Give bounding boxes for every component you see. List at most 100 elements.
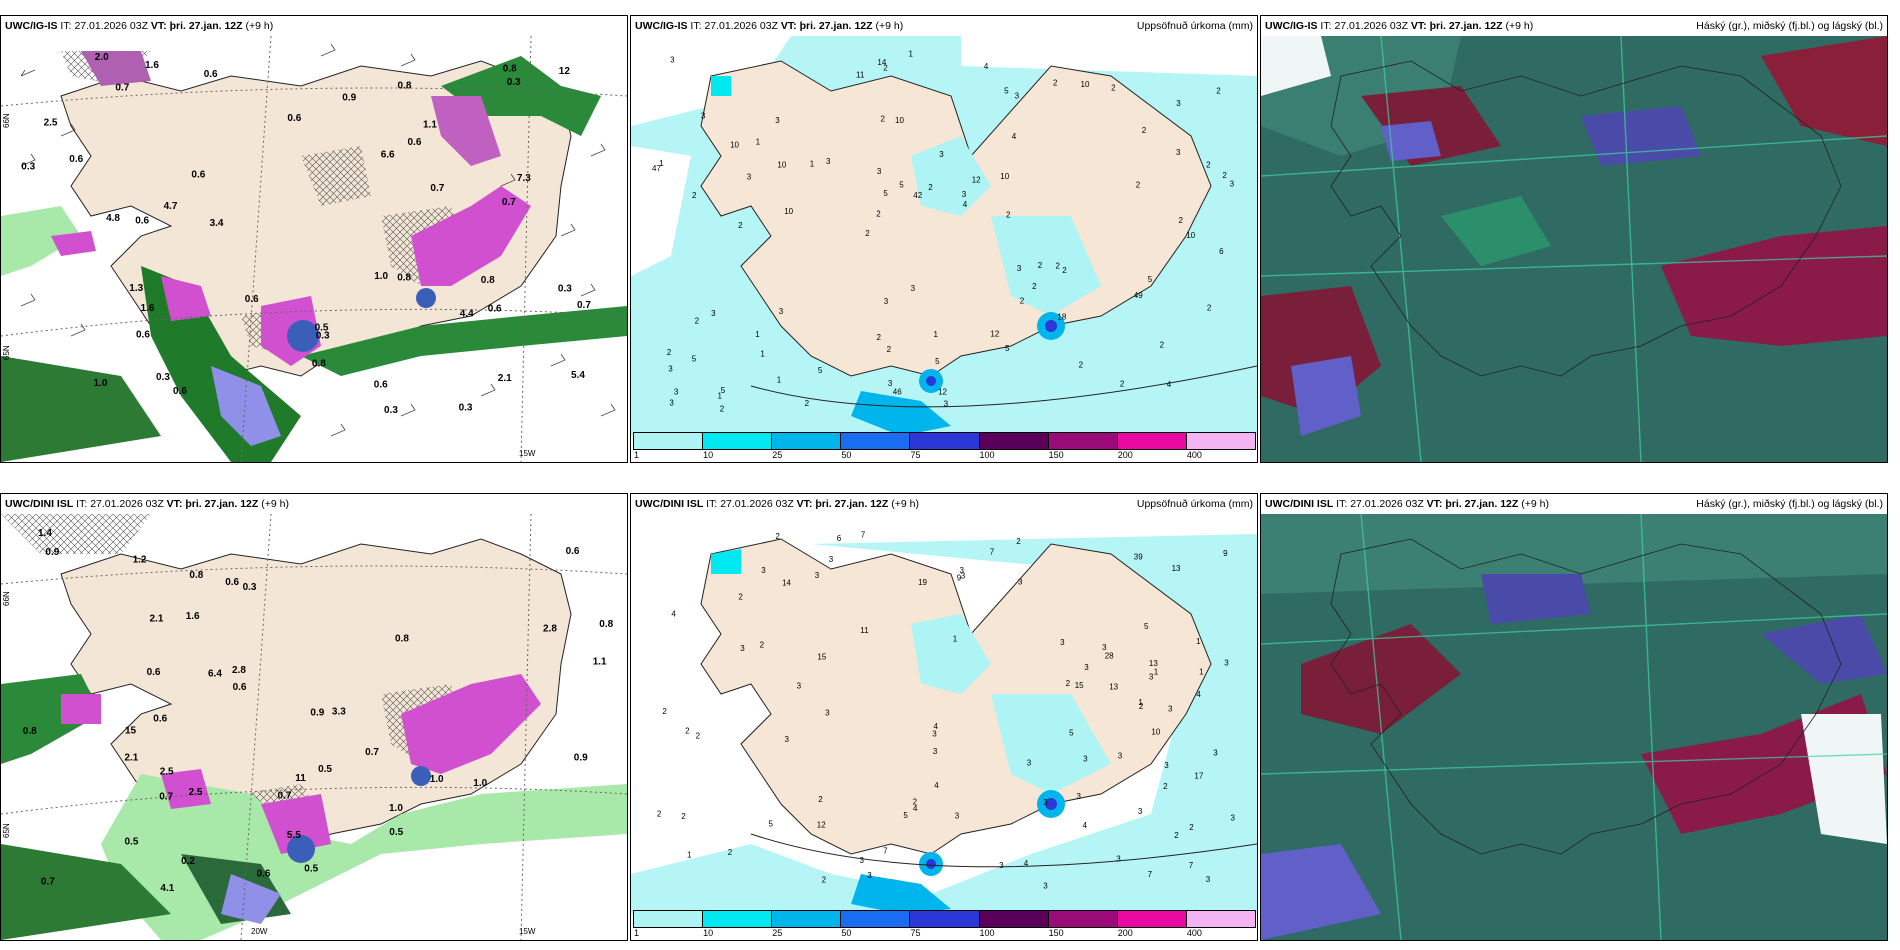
accum-value-label: 3: [939, 150, 944, 159]
wind-value-label: 0.5: [389, 827, 403, 838]
accum-value-label: 10: [777, 160, 786, 169]
accum-value-label: 2: [1189, 823, 1194, 832]
wind-value-label: 4.1: [160, 883, 174, 894]
wind-value-label: 0.2: [181, 856, 195, 867]
colorbar-tick: 25: [772, 450, 783, 460]
accum-value-label: 39: [1134, 552, 1143, 561]
wind-value-label: 2.1: [498, 373, 512, 384]
map-wind: 66N 65N 15W 0.3 0.3 0.3 1.0 0.5 0.6 0.6 1.1 0.3 0…: [1, 36, 627, 462]
accum-value-label: 3: [701, 112, 706, 121]
precip-map-svg: 4232452333311012232333225323222313212332…: [631, 36, 1257, 462]
accum-value-label: 2: [1174, 831, 1179, 840]
accum-value-label: 4: [1196, 690, 1201, 699]
accum-value-label: 3: [1060, 638, 1065, 647]
panel-header: UWC/IG-IS IT: 27.01.2026 03Z VT: þri. 27…: [1, 16, 627, 36]
colorbar-swatch: [1047, 910, 1118, 928]
accum-value-label: 3: [860, 856, 865, 865]
wind-value-label: 5.5: [287, 830, 301, 841]
wind-value-label: 0.8: [312, 358, 326, 369]
accum-value-label: 1: [1138, 698, 1143, 707]
valid-time: þri. 27.jan. 12Z: [1445, 498, 1519, 510]
wind-value-label: 0.6: [374, 380, 388, 391]
accum-value-label: 3: [944, 400, 949, 409]
wind-value-label: 0.7: [41, 876, 55, 887]
valid-time: þri. 27.jan. 12Z: [1429, 20, 1503, 32]
lead-time: (+9 h): [261, 498, 289, 510]
wind-value-label: 1.0: [389, 803, 403, 814]
accum-value-label: 2: [1160, 341, 1165, 350]
accum-value-label: 2: [1207, 303, 1212, 312]
map-wind: 66N 65N 20W 15W 0.9 1.4 0.8 0.6 0.8 1.0 0.3 2.5…: [1, 514, 627, 940]
lead-time: (+9 h): [1521, 498, 1549, 510]
colorbar-tick: 200: [1117, 450, 1133, 460]
accum-value-label: 4: [963, 200, 968, 209]
accum-value-label: 14: [782, 579, 791, 588]
accum-value-label: 2: [695, 317, 700, 326]
wind-value-label: 0.3: [558, 283, 572, 294]
accum-value-label: 3: [932, 730, 937, 739]
lead-time: (+9 h): [875, 20, 904, 32]
colorbar-tick: 10: [703, 450, 714, 460]
accum-labels: 3121131312132141322234122323573333423331…: [657, 530, 1236, 890]
colorbar-tick: 50: [841, 928, 852, 938]
accum-value-label: 5: [1069, 728, 1074, 737]
accum-value-label: 3: [1164, 761, 1169, 770]
map-clouds: [1261, 36, 1887, 462]
accum-value-label: 2: [1066, 679, 1071, 688]
wind-value-label: 1.0: [473, 778, 487, 789]
accum-value-label: 2: [865, 229, 870, 238]
init-time: 27.01.2026 03Z: [90, 498, 164, 510]
accum-value-label: 10: [1000, 172, 1009, 181]
accum-value-label: 3: [1176, 99, 1181, 108]
wind-value-label: 2.8: [543, 624, 557, 635]
accum-value-label: 2: [913, 798, 918, 807]
accum-value-label: 1: [718, 391, 723, 400]
accum-value-label: 3: [711, 309, 716, 318]
accum-value-label: 2: [720, 405, 725, 414]
wind-value-label: 0.9: [45, 547, 59, 558]
accum-value-label: 28: [1105, 652, 1114, 661]
accum-value-label: 5: [1004, 87, 1009, 96]
accum-value-label: 5: [899, 180, 904, 189]
accum-value-label: 3: [785, 735, 790, 744]
accum-value-label: 3: [888, 379, 893, 388]
wind-value-label: 2.5: [189, 787, 203, 798]
accum-value-label: 11: [860, 626, 869, 635]
accum-value-label: 3: [779, 307, 784, 316]
accum-value-label: 5: [1144, 622, 1149, 631]
colorbar-swatch: [909, 432, 980, 450]
colorbar-tick: 150: [1048, 928, 1064, 938]
accum-value-label: 10: [1081, 80, 1090, 89]
wind-value-label: 0.7: [577, 300, 591, 311]
colorbar-tick: 1: [634, 928, 640, 938]
colorbar-tick: 100: [979, 928, 995, 938]
accum-value-label: 3: [1224, 658, 1229, 667]
vt-label: VT:: [780, 20, 797, 32]
wind-value-label: 1.0: [94, 378, 108, 389]
accum-value-label: 2: [1053, 79, 1058, 88]
accum-value-label: 13: [1109, 683, 1118, 692]
wind-value-label: 0.5: [315, 323, 329, 334]
wind-value-label: 2.1: [150, 613, 164, 624]
wind-value-label: 0.3: [384, 405, 398, 416]
init-time: 27.01.2026 03Z: [1350, 498, 1424, 510]
wind-value-label: 0.9: [342, 92, 356, 103]
accum-value-label: 3: [962, 190, 967, 199]
accum-value-label: 3: [884, 297, 889, 306]
accum-value-label: 1: [777, 375, 782, 384]
colorbar-tick: 50: [841, 450, 852, 460]
wind-value-label: 0.6: [135, 216, 149, 227]
accum-value-label: 7: [861, 530, 866, 539]
wind-value-label: 6.6: [381, 150, 395, 161]
wind-value-label: 1.2: [133, 555, 147, 566]
accum-value-label: 3: [999, 861, 1004, 870]
wind-value-label: 0.6: [69, 154, 83, 165]
wind-value-label: 0.6: [191, 169, 205, 180]
panel-header: UWC/IG-IS IT: 27.01.2026 03Z VT: þri. 27…: [631, 16, 1257, 36]
lead-time: (+9 h): [1505, 20, 1534, 32]
accum-value-label: 3: [1102, 643, 1107, 652]
accum-value-label: 2: [685, 727, 690, 736]
accum-value-label: 1: [760, 349, 765, 358]
colorbar-tick: 75: [910, 450, 921, 460]
colorbar-tick: 75: [910, 928, 921, 938]
